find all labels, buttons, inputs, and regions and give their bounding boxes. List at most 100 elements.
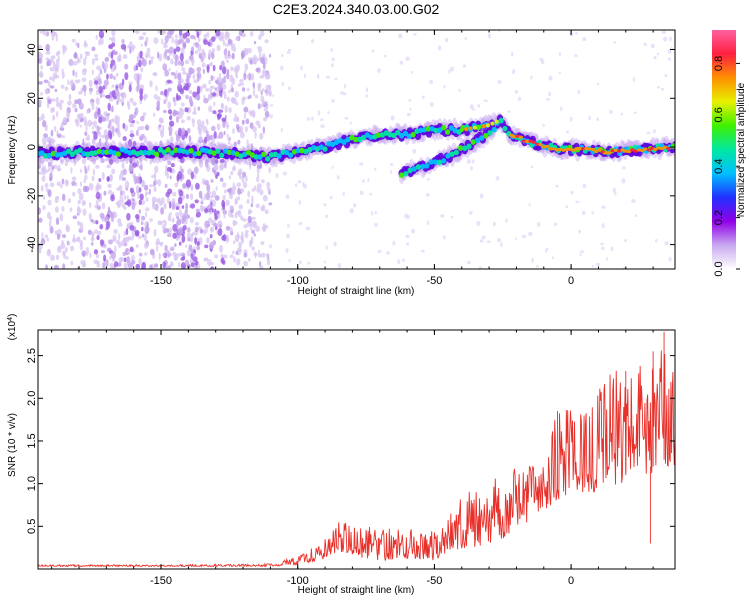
- noise-speckle: [359, 190, 364, 196]
- noise-speckle: [297, 180, 302, 184]
- noise-speckle: [230, 66, 234, 72]
- noise-streak-speck: [194, 226, 199, 233]
- noise-speckle: [72, 191, 76, 197]
- noise-streak-speck: [210, 266, 215, 269]
- ridge-core: [146, 150, 152, 156]
- ridge-core: [257, 154, 263, 160]
- noise-streak-speck: [140, 115, 145, 122]
- noise-streak-speck: [98, 85, 103, 94]
- noise-speckle: [95, 97, 100, 106]
- noise-streak-speck: [178, 190, 184, 197]
- noise-speckle: [38, 117, 42, 122]
- noise-speckle: [41, 165, 47, 173]
- snr-x-tick-label: 0: [568, 575, 574, 587]
- noise-speckle: [252, 126, 257, 133]
- noise-speckle: [222, 182, 227, 188]
- noise-streak-speck: [215, 30, 221, 37]
- noise-streak-speck: [186, 72, 192, 79]
- noise-streak-speck: [221, 66, 227, 75]
- noise-speckle: [63, 252, 66, 260]
- ridge-core: [491, 126, 497, 133]
- ridge-peak-mark: [490, 121, 495, 126]
- noise-speckle: [45, 43, 50, 52]
- noise-speckle: [160, 129, 163, 136]
- noise-speckle: [83, 178, 86, 184]
- noise-speckle: [212, 75, 215, 80]
- noise-speckle: [79, 53, 83, 60]
- noise-speckle: [280, 53, 284, 58]
- noise-speckle: [90, 218, 94, 223]
- noise-streak-speck: [194, 260, 199, 266]
- noise-streak-speck: [204, 220, 210, 229]
- ridge-core: [177, 147, 183, 154]
- noise-speckle: [62, 263, 66, 269]
- noise-speckle: [101, 202, 106, 210]
- noise-speckle: [331, 57, 335, 62]
- ridge-peak-mark: [639, 148, 645, 153]
- noise-speckle: [286, 233, 290, 239]
- noise-speckle: [443, 235, 446, 240]
- noise-speckle: [108, 97, 114, 102]
- noise-streak-speck: [179, 30, 183, 36]
- noise-speckle: [208, 49, 212, 58]
- ridge-core: [410, 131, 416, 138]
- noise-speckle: [614, 192, 617, 196]
- ridge-core: [39, 150, 45, 156]
- noise-speckle: [325, 245, 328, 250]
- noise-streak-speck: [106, 112, 111, 117]
- noise-speckle: [71, 180, 76, 187]
- noise-streak-speck: [93, 249, 99, 255]
- noise-speckle: [230, 171, 234, 176]
- noise-speckle: [238, 168, 243, 175]
- noise-speckle: [76, 237, 80, 242]
- noise-speckle: [75, 119, 80, 127]
- noise-streak-speck: [190, 171, 195, 180]
- noise-speckle: [140, 199, 146, 206]
- noise-speckle: [643, 42, 647, 47]
- noise-streak-speck: [132, 162, 137, 168]
- noise-streak-speck: [129, 157, 133, 164]
- noise-speckle: [67, 100, 72, 106]
- noise-speckle: [40, 238, 46, 245]
- noise-speckle: [281, 82, 285, 87]
- noise-speckle: [81, 68, 87, 76]
- noise-speckle: [86, 109, 90, 114]
- noise-speckle: [52, 114, 56, 121]
- noise-speckle: [77, 42, 80, 49]
- noise-speckle: [142, 95, 146, 100]
- noise-speckle: [82, 208, 87, 216]
- noise-speckle: [271, 94, 275, 97]
- noise-speckle: [50, 107, 54, 113]
- noise-speckle: [126, 223, 129, 229]
- noise-streak-speck: [220, 257, 225, 264]
- noise-speckle: [311, 39, 315, 44]
- noise-speckle: [103, 190, 107, 196]
- noise-speckle: [264, 72, 269, 80]
- noise-speckle: [479, 193, 484, 199]
- noise-speckle: [613, 41, 616, 44]
- noise-speckle: [280, 127, 283, 133]
- noise-speckle: [237, 187, 241, 196]
- noise-speckle: [184, 59, 190, 65]
- noise-speckle: [121, 177, 126, 181]
- ridge-peak-mark: [538, 142, 543, 147]
- snr-panel: -150 -100 -50 0 0.5 1.0 1.5 2.0 2.5 Height of s…: [7, 314, 676, 596]
- noise-speckle: [100, 192, 103, 201]
- noise-streak-speck: [188, 55, 194, 61]
- noise-streak-speck: [213, 208, 217, 217]
- noise-speckle: [115, 72, 119, 77]
- noise-streak-speck: [216, 210, 220, 215]
- noise-speckle: [582, 183, 587, 188]
- noise-speckle: [144, 190, 147, 198]
- spectrogram-y-axis-label: Frequency (Hz): [7, 116, 18, 185]
- ridge-core: [420, 163, 426, 170]
- noise-streak-speck: [175, 206, 180, 211]
- noise-speckle: [38, 164, 41, 169]
- noise-speckle: [233, 141, 238, 147]
- noise-speckle: [249, 122, 254, 129]
- noise-speckle: [536, 264, 539, 268]
- noise-speckle: [390, 115, 395, 121]
- noise-speckle: [497, 79, 502, 84]
- noise-speckle: [377, 249, 382, 254]
